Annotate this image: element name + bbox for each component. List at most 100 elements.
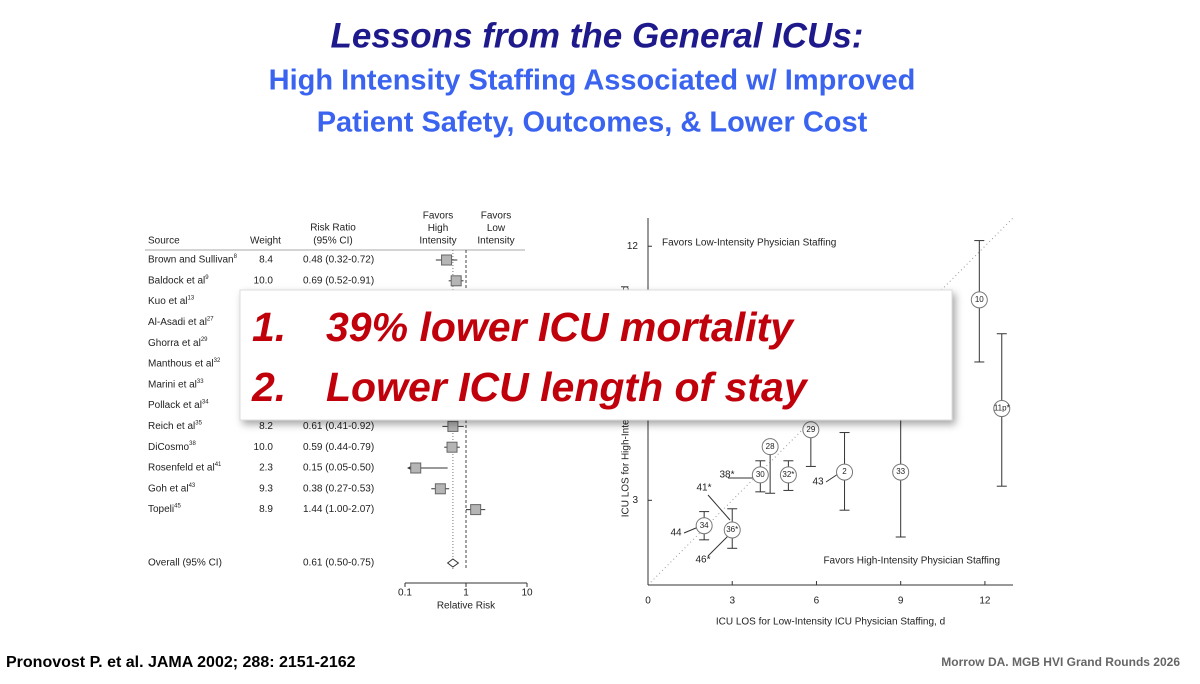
overall-value-label: 0.61 (0.50-0.75): [303, 558, 374, 569]
column-header: Weight: [250, 236, 281, 247]
subtitle-line: Patient Safety, Outcomes, & Lower Cost: [317, 107, 868, 139]
reference-number: 35: [195, 420, 202, 426]
x-tick-label: 1: [463, 588, 469, 599]
scatter-plot: 38* 41* 43 44 46* 0 3 6 9 12 3 12 Favors Low-In…: [621, 217, 1014, 628]
source-label: Pollack et al34: [148, 399, 209, 411]
source-label: Kuo et al13: [148, 295, 195, 307]
weight: 8.2: [259, 421, 273, 432]
risk-ratio-label: 0.15 (0.05-0.50): [303, 463, 374, 474]
column-header: High: [428, 223, 449, 234]
reference-number: 32: [214, 358, 221, 364]
callout-text: Lower ICU length of stay: [326, 364, 809, 410]
data-point: [970, 291, 988, 309]
point-estimate: [410, 462, 422, 474]
source-label: Baldock et al9: [148, 274, 209, 286]
reference-number: 41: [215, 462, 222, 468]
source-label: Manthous et al32: [148, 358, 221, 370]
point-estimate: [446, 441, 458, 453]
point-annotation: 43: [812, 477, 824, 488]
data-point: [751, 466, 769, 484]
weight: 8.4: [259, 255, 273, 266]
reference-number: 29: [201, 337, 208, 343]
reference-number: 43: [189, 482, 196, 488]
leader-line: [707, 494, 731, 521]
y-tick-label: 12: [627, 241, 639, 252]
point-label: 32*: [782, 470, 794, 479]
point-estimate: [447, 420, 459, 432]
weight: 8.9: [259, 504, 273, 515]
column-header: Intensity: [477, 236, 514, 247]
source-label: DiCosmo38: [148, 441, 196, 453]
data-point: [761, 438, 779, 456]
source-label: Topeli45: [148, 503, 181, 515]
weight: 9.3: [259, 483, 273, 494]
point-annotation: 41*: [696, 483, 711, 494]
source-label: Rosenfeld et al41: [148, 462, 222, 474]
x-tick-label: 6: [814, 596, 820, 607]
reference-number: 8: [234, 254, 238, 260]
region-label: Favors High-Intensity Physician Staffing: [823, 556, 1000, 567]
x-tick-label: 9: [898, 596, 904, 607]
callout-number: 1.: [252, 304, 286, 350]
point-label: 33: [896, 467, 905, 476]
y-tick-label: 3: [632, 495, 638, 506]
data-point: [836, 463, 854, 481]
point-label: 11p*: [994, 404, 1010, 413]
risk-ratio-label: 1.44 (1.00-2.07): [303, 504, 374, 515]
point-label: 30: [756, 470, 765, 479]
slide-title: Lessons from the General ICUs:: [331, 16, 864, 55]
risk-ratio-label: 0.69 (0.52-0.91): [303, 275, 374, 286]
reference-number: 13: [187, 295, 194, 301]
citation: Pronovost P. et al. JAMA 2002; 288: 2151…: [6, 654, 356, 671]
point-label: 2: [842, 467, 847, 476]
point-estimate: [434, 483, 446, 495]
data-point: [993, 400, 1011, 418]
reference-number: 9: [205, 274, 209, 280]
point-label: 10: [975, 295, 984, 304]
column-header: Risk Ratio: [310, 223, 356, 234]
leader-line: [683, 527, 697, 534]
risk-ratio-label: 0.59 (0.44-0.79): [303, 442, 374, 453]
callout-number: 2.: [251, 364, 286, 410]
column-header: (95% CI): [313, 236, 352, 247]
subtitle-line: High Intensity Staffing Associated w/ Im…: [269, 65, 916, 97]
risk-ratio-label: 0.48 (0.32-0.72): [303, 255, 374, 266]
risk-ratio-label: 0.61 (0.41-0.92): [303, 421, 374, 432]
source-label: Al-Asadi et al27: [148, 316, 214, 328]
weight: 10.0: [254, 442, 274, 453]
point-label: 36*: [726, 525, 738, 534]
x-tick-label: 0.1: [398, 588, 412, 599]
column-header: Favors: [481, 211, 512, 222]
leader-line: [707, 533, 731, 557]
footer: Morrow DA. MGB HVI Grand Rounds 2026: [941, 655, 1180, 669]
weight: 10.0: [254, 275, 274, 286]
column-header: Favors: [423, 211, 454, 222]
data-point: [892, 463, 910, 481]
x-axis-label: ICU LOS for Low-Intensity ICU Physician …: [716, 617, 945, 628]
source-label: Brown and Sullivan8: [148, 254, 238, 266]
data-point: [723, 521, 741, 539]
data-point: [695, 517, 713, 535]
x-tick-label: 10: [521, 588, 533, 599]
x-tick-label: 12: [979, 596, 991, 607]
overall-diamond: [446, 558, 460, 568]
source-label: Ghorra et al29: [148, 337, 208, 349]
point-label: 28: [766, 442, 775, 451]
x-tick-label: 0: [645, 596, 651, 607]
risk-ratio-label: 0.38 (0.27-0.53): [303, 483, 374, 494]
callout: 1. 39% lower ICU mortality 2. Lower ICU …: [239, 289, 953, 421]
column-header: Intensity: [419, 236, 456, 247]
reference-number: 27: [207, 316, 214, 322]
reference-number: 38: [189, 441, 196, 447]
reference-number: 33: [197, 378, 204, 384]
data-point: [779, 466, 797, 484]
callout-text: 39% lower ICU mortality: [326, 304, 795, 350]
point-label: 34: [700, 521, 709, 530]
callout-box: [239, 289, 953, 421]
point-annotation: 38*: [719, 470, 734, 481]
weight: 2.3: [259, 463, 273, 474]
overall-label: Overall (95% CI): [148, 558, 222, 569]
region-label: Favors Low-Intensity Physician Staffing: [662, 238, 836, 249]
